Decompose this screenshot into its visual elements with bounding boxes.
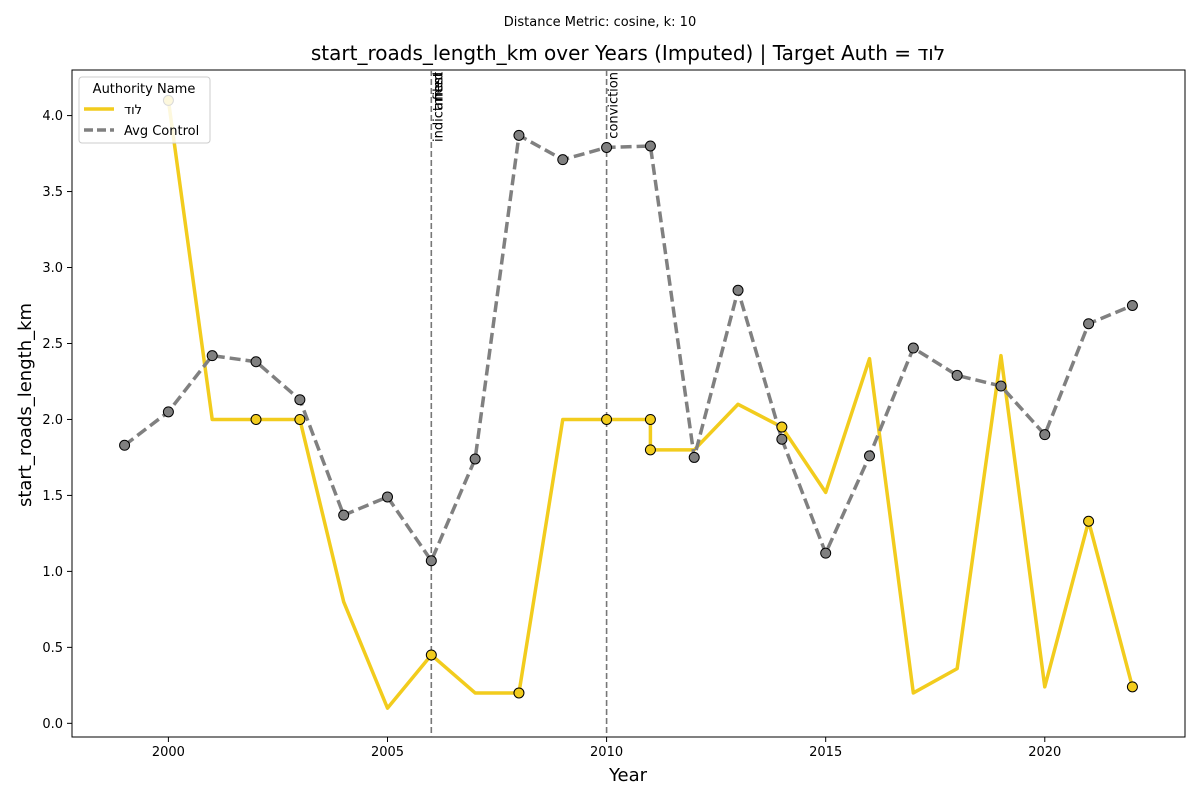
data-point-lod <box>644 413 656 425</box>
x-tick-label: 2020 <box>1028 745 1061 760</box>
series-line-lod <box>166 100 1135 710</box>
data-point-lod <box>250 413 262 425</box>
data-point-lod <box>644 444 656 456</box>
y-axis-label: start_roads_length_km <box>15 303 36 507</box>
y-tick-label: 3.5 <box>42 185 63 200</box>
data-point-avg-control <box>601 141 613 153</box>
legend-frame <box>78 76 211 144</box>
chart-title: start_roads_length_km over Years (Impute… <box>311 41 945 65</box>
data-point-avg-control <box>688 451 700 463</box>
y-tick-label: 0.0 <box>42 717 63 732</box>
plot-area: 2000 2005 2010 2015 2020 0.0 0.5 1.0 1.5 2.0 2.5 3.… <box>42 69 1186 760</box>
data-point-avg-control <box>776 433 788 445</box>
data-point-avg-control <box>250 356 262 368</box>
y-tick-label: 1.5 <box>42 489 63 504</box>
y-tick-label: 1.0 <box>42 565 63 580</box>
data-point-avg-control <box>1039 429 1051 441</box>
data-point-avg-control <box>513 129 525 141</box>
legend: Authority Name לוד Avg Control <box>78 76 211 144</box>
y-tick-label: 0.5 <box>42 641 63 656</box>
data-point-avg-control <box>907 342 919 354</box>
data-point-avg-control <box>864 450 876 462</box>
y-tick-label: 4.0 <box>42 109 63 124</box>
data-point-avg-control <box>294 394 306 406</box>
event-label-filed: filed <box>431 72 446 100</box>
data-point-lod <box>1083 515 1095 527</box>
x-tick-label: 2005 <box>371 745 404 760</box>
chart-subtitle: Distance Metric: cosine, k: 10 <box>504 15 696 30</box>
x-tick-label: 2010 <box>590 745 623 760</box>
series-line-avg-control <box>123 133 1134 563</box>
legend-title: Authority Name <box>93 82 196 97</box>
data-point-avg-control <box>732 284 744 296</box>
data-point-lod <box>425 649 437 661</box>
data-point-lod <box>513 687 525 699</box>
data-point-lod <box>1126 681 1138 693</box>
data-point-avg-control <box>557 154 569 166</box>
data-point-avg-control <box>1083 318 1095 330</box>
data-point-avg-control <box>995 380 1007 392</box>
y-tick-label: 2.5 <box>42 337 63 352</box>
plot-frame <box>71 69 1186 738</box>
legend-entry-avg-control: Avg Control <box>124 124 199 139</box>
data-point-avg-control <box>469 453 481 465</box>
data-point-avg-control <box>206 350 218 362</box>
legend-entry-lod: לוד <box>124 103 142 118</box>
data-point-avg-control <box>644 140 656 152</box>
data-point-lod <box>601 413 613 425</box>
y-tick-label: 3.0 <box>42 261 63 276</box>
data-point-avg-control <box>1126 300 1138 312</box>
event-label-arrest: arrest <box>431 72 446 110</box>
x-tick-label: 2000 <box>152 745 185 760</box>
data-point-lod <box>776 421 788 433</box>
data-point-avg-control <box>951 369 963 381</box>
data-point-avg-control <box>119 439 131 451</box>
data-point-avg-control <box>820 547 832 559</box>
event-label-conviction: conviction <box>607 72 622 139</box>
x-tick-label: 2015 <box>809 745 842 760</box>
event-label-indictment: indictment <box>431 72 446 142</box>
y-tick-label: 2.0 <box>42 413 63 428</box>
data-point-avg-control <box>425 555 437 567</box>
data-point-avg-control <box>381 491 393 503</box>
data-point-avg-control <box>162 406 174 418</box>
data-point-avg-control <box>338 509 350 521</box>
data-point-lod <box>294 413 306 425</box>
x-axis-label: Year <box>608 765 648 786</box>
